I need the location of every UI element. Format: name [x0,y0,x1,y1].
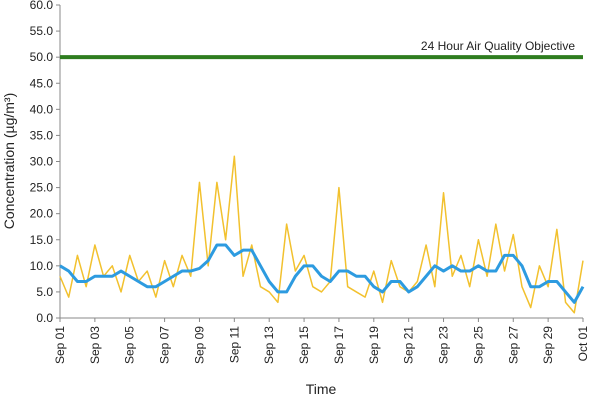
y-axis-title: Concentration (µg/m³) [1,93,17,229]
y-tick-label: 15.0 [30,233,54,247]
x-tick-label: Sep 21 [402,326,416,364]
x-tick-label: Sep 19 [367,326,381,364]
reference-label: 24 Hour Air Quality Objective [421,39,575,53]
x-tick-label: Sep 05 [123,326,137,364]
x-tick-label: Sep 25 [471,326,485,364]
x-tick-label: Sep 09 [192,326,206,364]
x-tick-label: Sep 27 [506,326,520,364]
y-tick-label: 0.0 [36,311,53,325]
y-tick-label: 60.0 [30,0,54,12]
x-tick-label: Sep 03 [88,326,102,364]
x-tick-label: Sep 17 [332,326,346,364]
y-tick-label: 5.0 [36,285,53,299]
y-tick-label: 25.0 [30,181,54,195]
x-axis-title: Time [306,381,337,397]
x-tick-label: Oct 01 [576,326,590,362]
y-tick-label: 50.0 [30,50,54,64]
y-tick-label: 55.0 [30,24,54,38]
y-tick-label: 10.0 [30,259,54,273]
x-tick-label: Sep 29 [541,326,555,364]
x-tick-label: Sep 11 [227,326,241,363]
y-tick-label: 35.0 [30,128,54,142]
x-tick-label: Sep 07 [158,326,172,364]
series-line [59,155,584,314]
y-tick-label: 30.0 [30,155,54,169]
x-tick-label: Sep 01 [53,326,67,364]
y-tick-label: 45.0 [30,76,54,90]
y-tick-label: 40.0 [30,102,54,116]
x-tick-label: Sep 15 [297,326,311,364]
y-tick-label: 20.0 [30,207,54,221]
x-tick-label: Sep 13 [262,326,276,364]
x-tick-label: Sep 23 [437,326,451,364]
series-line [59,243,585,304]
